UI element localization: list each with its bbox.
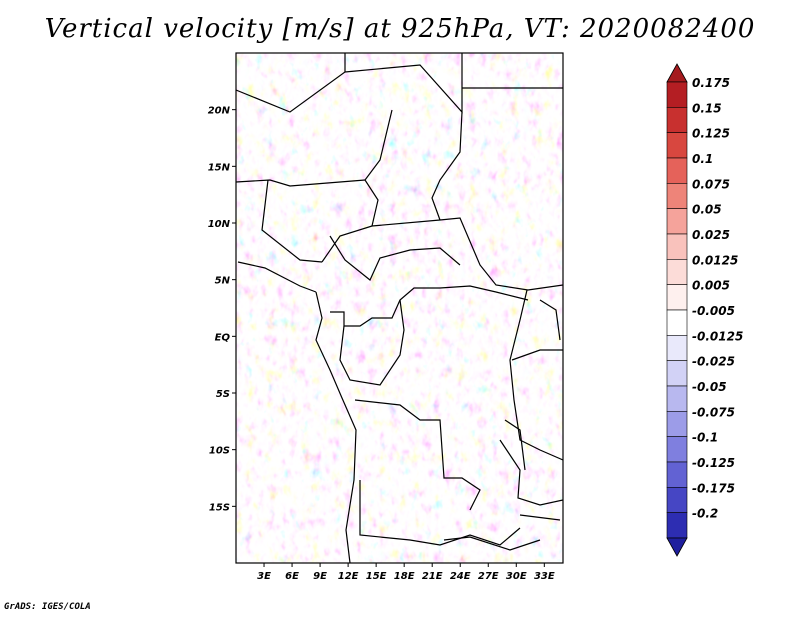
colorbar-swatch [666, 309, 688, 336]
colorbar-label: -0.025 [692, 355, 735, 369]
colorbar-label: -0.05 [692, 380, 727, 394]
colorbar-swatch [666, 132, 688, 159]
colorbar-label: 0.0125 [692, 253, 738, 267]
colorbar-label: -0.125 [692, 456, 735, 470]
lat-tick-label: 10N [208, 219, 231, 230]
colorbar-label: -0.1 [692, 431, 718, 445]
lon-tick-label: 9E [313, 571, 327, 582]
colorbar-bottom-arrow [666, 537, 688, 557]
map-plot-area [236, 53, 563, 563]
colorbar-label: 0.15 [692, 101, 722, 115]
colorbar-swatch [666, 335, 688, 361]
colorbar-swatch [666, 487, 688, 513]
colorbar-swatch [666, 157, 688, 184]
colorbar-label: 0.025 [692, 228, 730, 242]
colorbar-label: 0.175 [692, 76, 730, 90]
grads-credit: GrADS: IGES/COLA [4, 602, 91, 612]
lat-tick-label: 15N [208, 162, 231, 173]
lon-tick-label: 24E [450, 571, 471, 582]
lat-tick-label: 5N [215, 276, 231, 287]
colorbar-label: 0.125 [692, 127, 730, 141]
lon-tick-label: 3E [257, 571, 271, 582]
colorbar-swatch [666, 512, 688, 539]
colorbar-swatch [666, 208, 688, 235]
velocity-field [236, 53, 563, 563]
colorbar-label: 0.1 [692, 152, 713, 166]
lon-tick-label: 12E [338, 571, 359, 582]
lon-tick-label: 18E [394, 571, 415, 582]
latitude-axis: 20N 15N 10N 5N EQ 5S 10S 15S [208, 106, 236, 513]
country-borders [236, 53, 563, 563]
lat-tick-label: 15S [209, 502, 230, 513]
colorbar-swatch [666, 107, 688, 133]
lon-tick-label: 33E [534, 571, 555, 582]
colorbar-swatch [666, 360, 688, 387]
colorbar-swatch [666, 385, 688, 412]
longitude-axis: 3E 6E 9E 12E 15E 18E 21E 24E 27E 30E 33E [257, 563, 555, 582]
colorbar: 0.175 0.15 0.125 0.1 0.075 0.05 0.025 0.0125 0.0… [666, 63, 743, 557]
map-title: Vertical velocity [m/s] at 925hPa, VT: 2… [44, 14, 756, 44]
lon-tick-label: 21E [422, 571, 443, 582]
colorbar-label: -0.005 [692, 304, 735, 318]
lon-tick-label: 30E [506, 571, 527, 582]
colorbar-label: 0.075 [692, 177, 730, 191]
colorbar-swatch [666, 411, 688, 437]
colorbar-swatch [666, 461, 688, 488]
lat-tick-label: EQ [215, 332, 231, 343]
lon-tick-label: 6E [285, 571, 299, 582]
colorbar-top-arrow [666, 63, 688, 83]
colorbar-swatch [666, 284, 688, 311]
colorbar-swatch [666, 183, 688, 209]
lon-tick-label: 27E [478, 571, 499, 582]
lat-tick-label: 20N [208, 106, 231, 117]
map-frame [235, 52, 564, 564]
colorbar-label: 0.05 [692, 203, 722, 217]
colorbar-swatch [666, 259, 688, 285]
lon-tick-label: 15E [366, 571, 387, 582]
colorbar-swatch [666, 233, 688, 260]
colorbar-label: -0.175 [692, 481, 735, 495]
lat-tick-label: 10S [209, 446, 230, 457]
colorbar-label: -0.2 [692, 507, 718, 521]
colorbar-label: -0.075 [692, 405, 735, 419]
colorbar-swatch [666, 436, 688, 463]
colorbar-swatch [666, 81, 688, 108]
colorbar-label: 0.005 [692, 279, 730, 293]
colorbar-label: -0.0125 [692, 329, 743, 343]
lat-tick-label: 5S [216, 389, 230, 400]
